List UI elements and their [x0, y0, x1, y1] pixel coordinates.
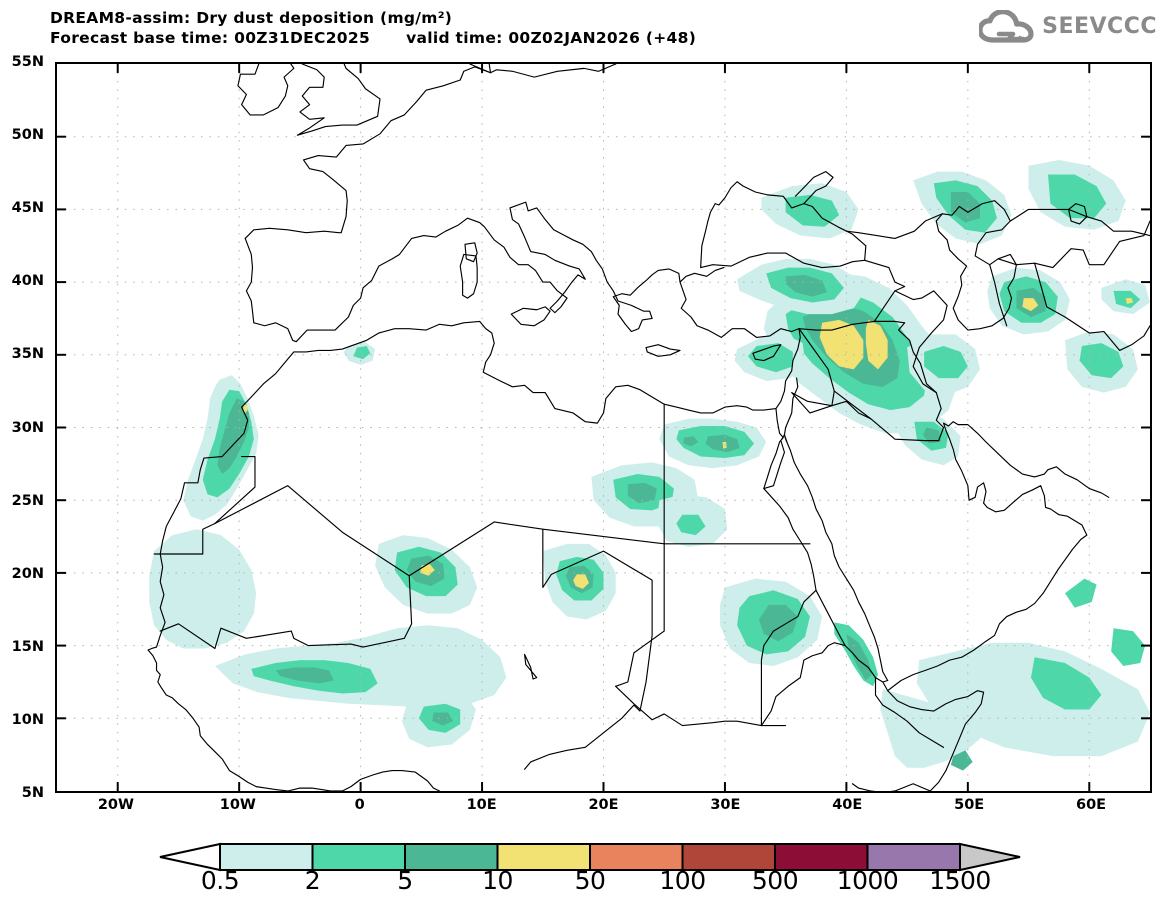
colorbar-tick-5: 5 — [397, 866, 413, 895]
y-tick-5N: 5N — [21, 785, 44, 801]
x-tick-20E: 20E — [588, 797, 619, 813]
colorbar-band-9[interactable] — [959, 842, 1021, 872]
seevccc-logo: SEEVCCC — [979, 10, 1157, 44]
y-axis-labels: 5N 10N 15N 20N 25N 30N 35N 40N 45N 50N 55N — [0, 0, 52, 907]
colorbar-band-6[interactable] — [681, 843, 776, 871]
x-tick-60E: 60E — [1076, 797, 1107, 813]
y-tick-50N: 50N — [11, 127, 44, 144]
dust-deposition-map — [57, 64, 1150, 791]
subtitle-spacer — [370, 28, 406, 48]
colorbar-band-3[interactable] — [404, 843, 499, 871]
colorbar-band-2[interactable] — [311, 843, 406, 871]
chart-title: DREAM8-assim: Dry dust deposition (mg/m²… — [50, 9, 453, 27]
dust-shading-layer — [149, 159, 1150, 771]
y-tick-45N: 45N — [11, 200, 44, 217]
x-tick-0: 0 — [354, 797, 365, 813]
colorbar-tick-100: 100 — [659, 866, 706, 895]
coastline-layer — [147, 64, 1150, 791]
x-tick-20W: 20W — [97, 797, 135, 813]
colorbar-tick-500: 500 — [751, 866, 799, 895]
colorbar-band-1[interactable] — [219, 843, 314, 871]
axis-tickmarks — [57, 64, 1150, 791]
x-tick-50E: 50E — [954, 797, 985, 813]
forecast-valid-time: valid time: 00Z02JAN2026 (+48) — [406, 29, 697, 47]
x-tick-10E: 10E — [466, 797, 497, 813]
y-tick-20N: 20N — [11, 565, 44, 582]
y-tick-40N: 40N — [11, 273, 44, 290]
y-tick-55N: 55N — [11, 54, 44, 70]
colorbar[interactable] — [0, 838, 1165, 878]
colorbar-tick-labels: 0.5 2 5 10 50 100 500 1000 1500 — [0, 866, 1165, 900]
map-plot-area[interactable] — [55, 62, 1152, 793]
chart-header: DREAM8-assim: Dry dust deposition (mg/m²… — [50, 8, 870, 48]
colorbar-tick-1500: 1500 — [929, 866, 991, 895]
colorbar-tick-1000: 1000 — [836, 866, 899, 895]
graticule-layer — [57, 64, 1150, 791]
y-tick-10N: 10N — [11, 711, 44, 728]
x-axis-labels: 20W 10W 0 10E 20E 30E 40E 50E 60E — [0, 797, 1165, 823]
seevccc-logo-text: SEEVCCC — [1042, 14, 1157, 39]
y-tick-35N: 35N — [11, 346, 44, 363]
colorbar-tick-2: 2 — [304, 866, 321, 895]
colorbar-tick-50: 50 — [574, 866, 606, 895]
chart-subtitle: Forecast base time: 00Z31DEC2025 valid t… — [50, 28, 870, 48]
y-tick-30N: 30N — [11, 419, 44, 436]
y-tick-15N: 15N — [11, 638, 44, 655]
colorbar-band-7[interactable] — [774, 843, 869, 871]
x-tick-10W: 10W — [219, 797, 256, 813]
cloud-icon — [979, 10, 1034, 43]
colorbar-tick-0.5: 0.5 — [200, 866, 240, 895]
colorbar-band-8[interactable] — [866, 843, 961, 871]
x-tick-30E: 30E — [710, 797, 741, 813]
x-tick-40E: 40E — [832, 797, 863, 813]
forecast-base-time: Forecast base time: 00Z31DEC2025 — [50, 29, 371, 47]
colorbar-tick-10: 10 — [482, 866, 513, 895]
y-tick-25N: 25N — [11, 492, 44, 509]
